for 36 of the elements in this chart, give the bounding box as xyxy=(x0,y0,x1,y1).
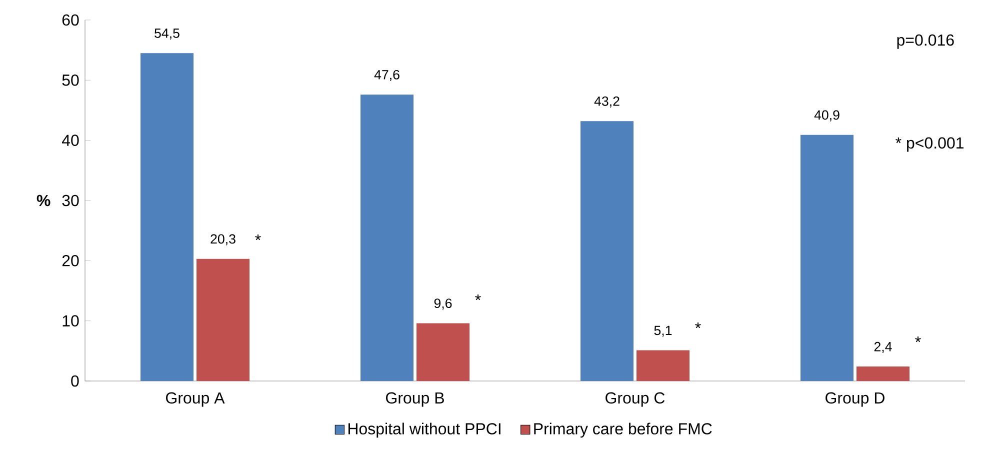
data-label: 5,1 xyxy=(654,326,672,337)
bar xyxy=(196,258,250,381)
y-tick-label: 40 xyxy=(62,134,79,146)
y-tick-label: 0 xyxy=(71,375,79,387)
annotation: * p<0.001 xyxy=(896,137,964,152)
y-tick-label: 30 xyxy=(62,194,79,206)
bar xyxy=(140,53,194,381)
y-tick-label: 50 xyxy=(62,74,79,86)
data-label: 40,9 xyxy=(814,110,840,122)
y-tick-label: 60 xyxy=(62,14,79,26)
x-tick-label: Group D xyxy=(826,392,884,407)
legend-label: Primary care before FMC xyxy=(534,422,712,438)
data-label: 9,6 xyxy=(434,298,452,310)
data-label: 54,5 xyxy=(154,28,180,40)
bar xyxy=(360,94,414,381)
data-label: 2,4 xyxy=(874,342,892,353)
data-label: 47,6 xyxy=(374,70,400,82)
annotation: * xyxy=(255,234,261,240)
bar xyxy=(800,134,854,381)
x-tick-label: Group B xyxy=(386,392,444,407)
legend-label: Hospital without PPCI xyxy=(348,422,500,438)
annotation: * xyxy=(695,322,701,328)
bar xyxy=(636,350,690,381)
y-axis-title: % xyxy=(36,194,50,206)
bar xyxy=(580,121,634,381)
y-tick-label: 10 xyxy=(62,315,79,326)
x-tick-label: Group A xyxy=(166,392,225,407)
y-tick-label: 20 xyxy=(62,254,79,266)
data-label: 43,2 xyxy=(594,96,620,108)
annotation: p=0.016 xyxy=(897,34,954,49)
bar xyxy=(856,366,910,381)
annotation: * xyxy=(915,336,921,342)
x-tick-label: Group C xyxy=(606,392,665,407)
bar xyxy=(416,323,470,381)
data-label: 20,3 xyxy=(210,234,236,246)
annotation: * xyxy=(475,294,481,300)
